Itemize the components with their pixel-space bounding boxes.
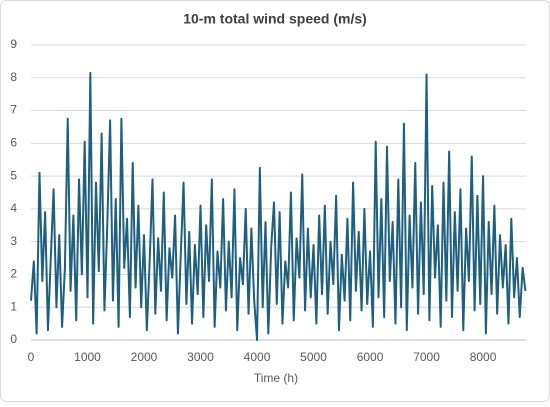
x-tick-label: 7000: [413, 350, 440, 364]
x-tick-label: 5000: [300, 350, 327, 364]
y-tick-label: 5: [10, 168, 17, 182]
y-tick-label: 8: [10, 70, 17, 84]
y-tick-label: 0: [10, 332, 17, 346]
y-tick-label: 7: [10, 103, 17, 117]
y-tick-label: 9: [10, 37, 17, 51]
y-tick-label: 1: [10, 299, 17, 313]
chart-title: 10-m total wind speed (m/s): [183, 11, 367, 27]
x-tick-label: 0: [28, 350, 35, 364]
x-tick-label: 6000: [357, 350, 384, 364]
x-tick-label: 8000: [470, 350, 497, 364]
x-tick-label: 2000: [131, 350, 158, 364]
y-tick-label: 3: [10, 234, 17, 248]
x-axis-label: Time (h): [254, 371, 298, 385]
x-tick-label: 3000: [187, 350, 214, 364]
y-tick-label: 6: [10, 136, 17, 150]
line-series: [30, 71, 527, 341]
y-tick-label: 2: [10, 267, 17, 281]
x-tick-label: 4000: [244, 350, 271, 364]
x-tick-label: 1000: [74, 350, 101, 364]
y-tick-label: 4: [10, 201, 17, 215]
